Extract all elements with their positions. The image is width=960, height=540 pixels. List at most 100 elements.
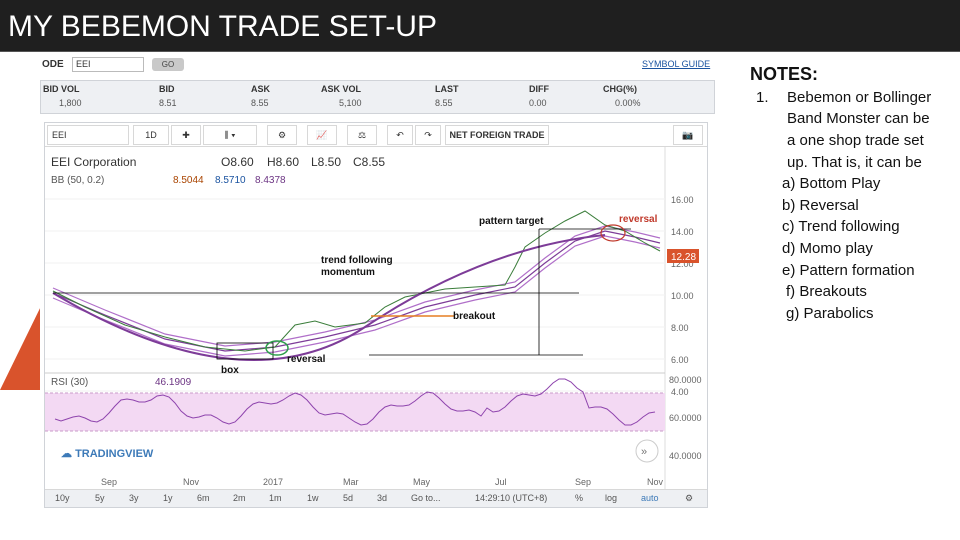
annotation-trend-following: trend following bbox=[321, 255, 393, 266]
chart-symbol-name: EEI Corporation bbox=[51, 155, 136, 169]
range-3y[interactable]: 3y bbox=[129, 493, 139, 503]
price-tick-label: 16.00 bbox=[671, 195, 694, 205]
reversal-circle-bottom bbox=[265, 340, 289, 356]
bb-value-2: 8.5710 bbox=[215, 175, 246, 186]
time-tick-label: Mar bbox=[343, 477, 359, 487]
symbol-guide-link[interactable]: SYMBOL GUIDE bbox=[642, 59, 711, 69]
decorative-triangle-left bbox=[0, 300, 44, 390]
notes-line: a) Bottom Play bbox=[782, 175, 881, 192]
gear-icon[interactable]: ⚙ bbox=[267, 125, 297, 145]
range-3d[interactable]: 3d bbox=[377, 493, 388, 503]
price-chart[interactable]: EEI Corporation O8.60 H8.60 L8.50 C8.55 … bbox=[45, 147, 707, 489]
range-1y[interactable]: 1y bbox=[163, 493, 173, 503]
goto-date-button[interactable]: Go to... bbox=[411, 493, 441, 503]
time-tick-label: Nov bbox=[647, 477, 664, 487]
range-bar: 10y 5y 3y 1y 6m 2m 1m 1w 5d 3d Go to... … bbox=[45, 489, 707, 507]
ohlc-open: O8.60 bbox=[221, 155, 254, 169]
annotation-reversal-bottom: reversal bbox=[287, 354, 326, 365]
camera-icon[interactable]: 📷 bbox=[673, 125, 703, 145]
auto-toggle[interactable]: auto bbox=[641, 493, 659, 503]
time-tick-label: Jul bbox=[495, 477, 507, 487]
ohlc-high: H8.60 bbox=[267, 155, 299, 169]
notes-line: d) Momo play bbox=[782, 240, 873, 257]
bollinger-lower-band bbox=[52, 235, 661, 357]
time-tick-label: May bbox=[413, 477, 431, 487]
candle-style-icon[interactable]: ⫼ ▾ bbox=[203, 125, 257, 145]
time-axis: Sep Nov 2017 Mar May Jul Sep Nov bbox=[101, 477, 664, 487]
bb-value-3: 8.4378 bbox=[255, 175, 286, 186]
rsi-label: RSI (30) bbox=[51, 377, 88, 388]
price-axis: 16.00 14.00 12.00 10.00 8.00 6.00 4.00 bbox=[45, 195, 694, 397]
symbol-input[interactable]: EEI bbox=[72, 57, 144, 72]
undo-icon[interactable]: ↶ bbox=[387, 125, 413, 145]
bollinger-upper-band bbox=[52, 225, 661, 347]
last-price-value: 12.28 bbox=[671, 252, 696, 263]
range-1m[interactable]: 1m bbox=[269, 493, 282, 503]
notes-panel: NOTES: 1. Bebemon or Bollinger Band Mons… bbox=[742, 52, 960, 540]
redo-icon[interactable]: ↷ bbox=[415, 125, 441, 145]
quote-header: DIFF bbox=[529, 84, 549, 94]
price-tick-label: 14.00 bbox=[671, 227, 694, 237]
price-tick-label: 10.00 bbox=[671, 291, 694, 301]
notes-line: Band Monster can be bbox=[787, 110, 930, 127]
range-5y[interactable]: 5y bbox=[95, 493, 105, 503]
bb-label: BB (50, 0.2) bbox=[51, 175, 104, 186]
range-5d[interactable]: 5d bbox=[343, 493, 354, 503]
annotation-box: box bbox=[221, 365, 239, 376]
compare-plus-icon[interactable]: ✚ bbox=[171, 125, 201, 145]
range-6m[interactable]: 6m bbox=[197, 493, 210, 503]
symbol-row: ODE EEI GO SYMBOL GUIDE bbox=[40, 56, 720, 74]
ohlc-close: C8.55 bbox=[353, 155, 385, 169]
quote-value: 1,800 bbox=[59, 98, 82, 108]
annotation-reversal-top: reversal bbox=[619, 214, 658, 225]
time-tick-label: Sep bbox=[101, 477, 117, 487]
annotation-pattern-target: pattern target bbox=[479, 216, 544, 227]
slide-title: MY BEBEMON TRADE SET-UP bbox=[0, 0, 960, 52]
net-foreign-trade-button[interactable]: NET FOREIGN TRADE bbox=[445, 125, 549, 145]
notes-line: a one shop trade set bbox=[787, 132, 924, 149]
notes-line: c) Trend following bbox=[782, 218, 900, 235]
range-10y[interactable]: 10y bbox=[55, 493, 70, 503]
double-chevron-right-icon: » bbox=[641, 446, 647, 458]
indicators-icon[interactable]: 📈 bbox=[307, 125, 337, 145]
time-tick-label: Nov bbox=[183, 477, 200, 487]
rsi-line bbox=[54, 378, 656, 426]
quote-header: CHG(%) bbox=[603, 84, 637, 94]
notes-line: f) Breakouts bbox=[786, 283, 867, 300]
notes-line: up. That is, it can be bbox=[787, 154, 922, 171]
clock-readout: 14:29:10 (UTC+8) bbox=[475, 493, 548, 503]
time-tick-label: 2017 bbox=[263, 477, 283, 487]
watermark-text: TRADINGVIEW bbox=[75, 448, 154, 460]
range-2m[interactable]: 2m bbox=[233, 493, 246, 503]
percent-toggle[interactable]: % bbox=[575, 493, 584, 503]
notes-line: Bebemon or Bollinger bbox=[787, 89, 932, 106]
quote-value: 8.55 bbox=[251, 98, 269, 108]
rsi-band bbox=[45, 393, 665, 431]
tradingview-logo-icon: ☁ bbox=[61, 448, 75, 460]
price-tick-label: 8.00 bbox=[671, 323, 689, 333]
scroll-right-button[interactable] bbox=[635, 439, 659, 463]
settings-gear-icon[interactable]: ⚙ bbox=[685, 493, 694, 503]
range-1w[interactable]: 1w bbox=[307, 493, 319, 503]
notes-line: e) Pattern formation bbox=[782, 262, 915, 279]
quote-value: 8.55 bbox=[435, 98, 453, 108]
quote-value: 8.51 bbox=[159, 98, 177, 108]
tradingview-watermark: ☁ TRADINGVIEW bbox=[61, 448, 154, 460]
go-button[interactable]: GO bbox=[152, 58, 184, 71]
interval-dropdown[interactable]: 1D bbox=[133, 125, 169, 145]
log-toggle[interactable]: log bbox=[605, 493, 618, 503]
symbol-search-field[interactable]: EEI bbox=[47, 125, 129, 145]
quote-header: BID bbox=[159, 84, 175, 94]
templates-icon[interactable]: ⚖ bbox=[347, 125, 377, 145]
annotation-breakout: breakout bbox=[453, 311, 496, 322]
annotation-momentum: momentum bbox=[321, 267, 375, 278]
time-tick-label: Sep bbox=[575, 477, 591, 487]
last-price-tag bbox=[667, 249, 699, 263]
notes-line: b) Reversal bbox=[782, 197, 859, 214]
rsi-tick-label: 40.0000 bbox=[669, 451, 702, 461]
quote-header: ASK VOL bbox=[321, 84, 362, 94]
ohlc-low: L8.50 bbox=[311, 155, 341, 169]
rsi-tick-label: 80.0000 bbox=[669, 375, 702, 385]
box-rectangle bbox=[216, 342, 274, 360]
